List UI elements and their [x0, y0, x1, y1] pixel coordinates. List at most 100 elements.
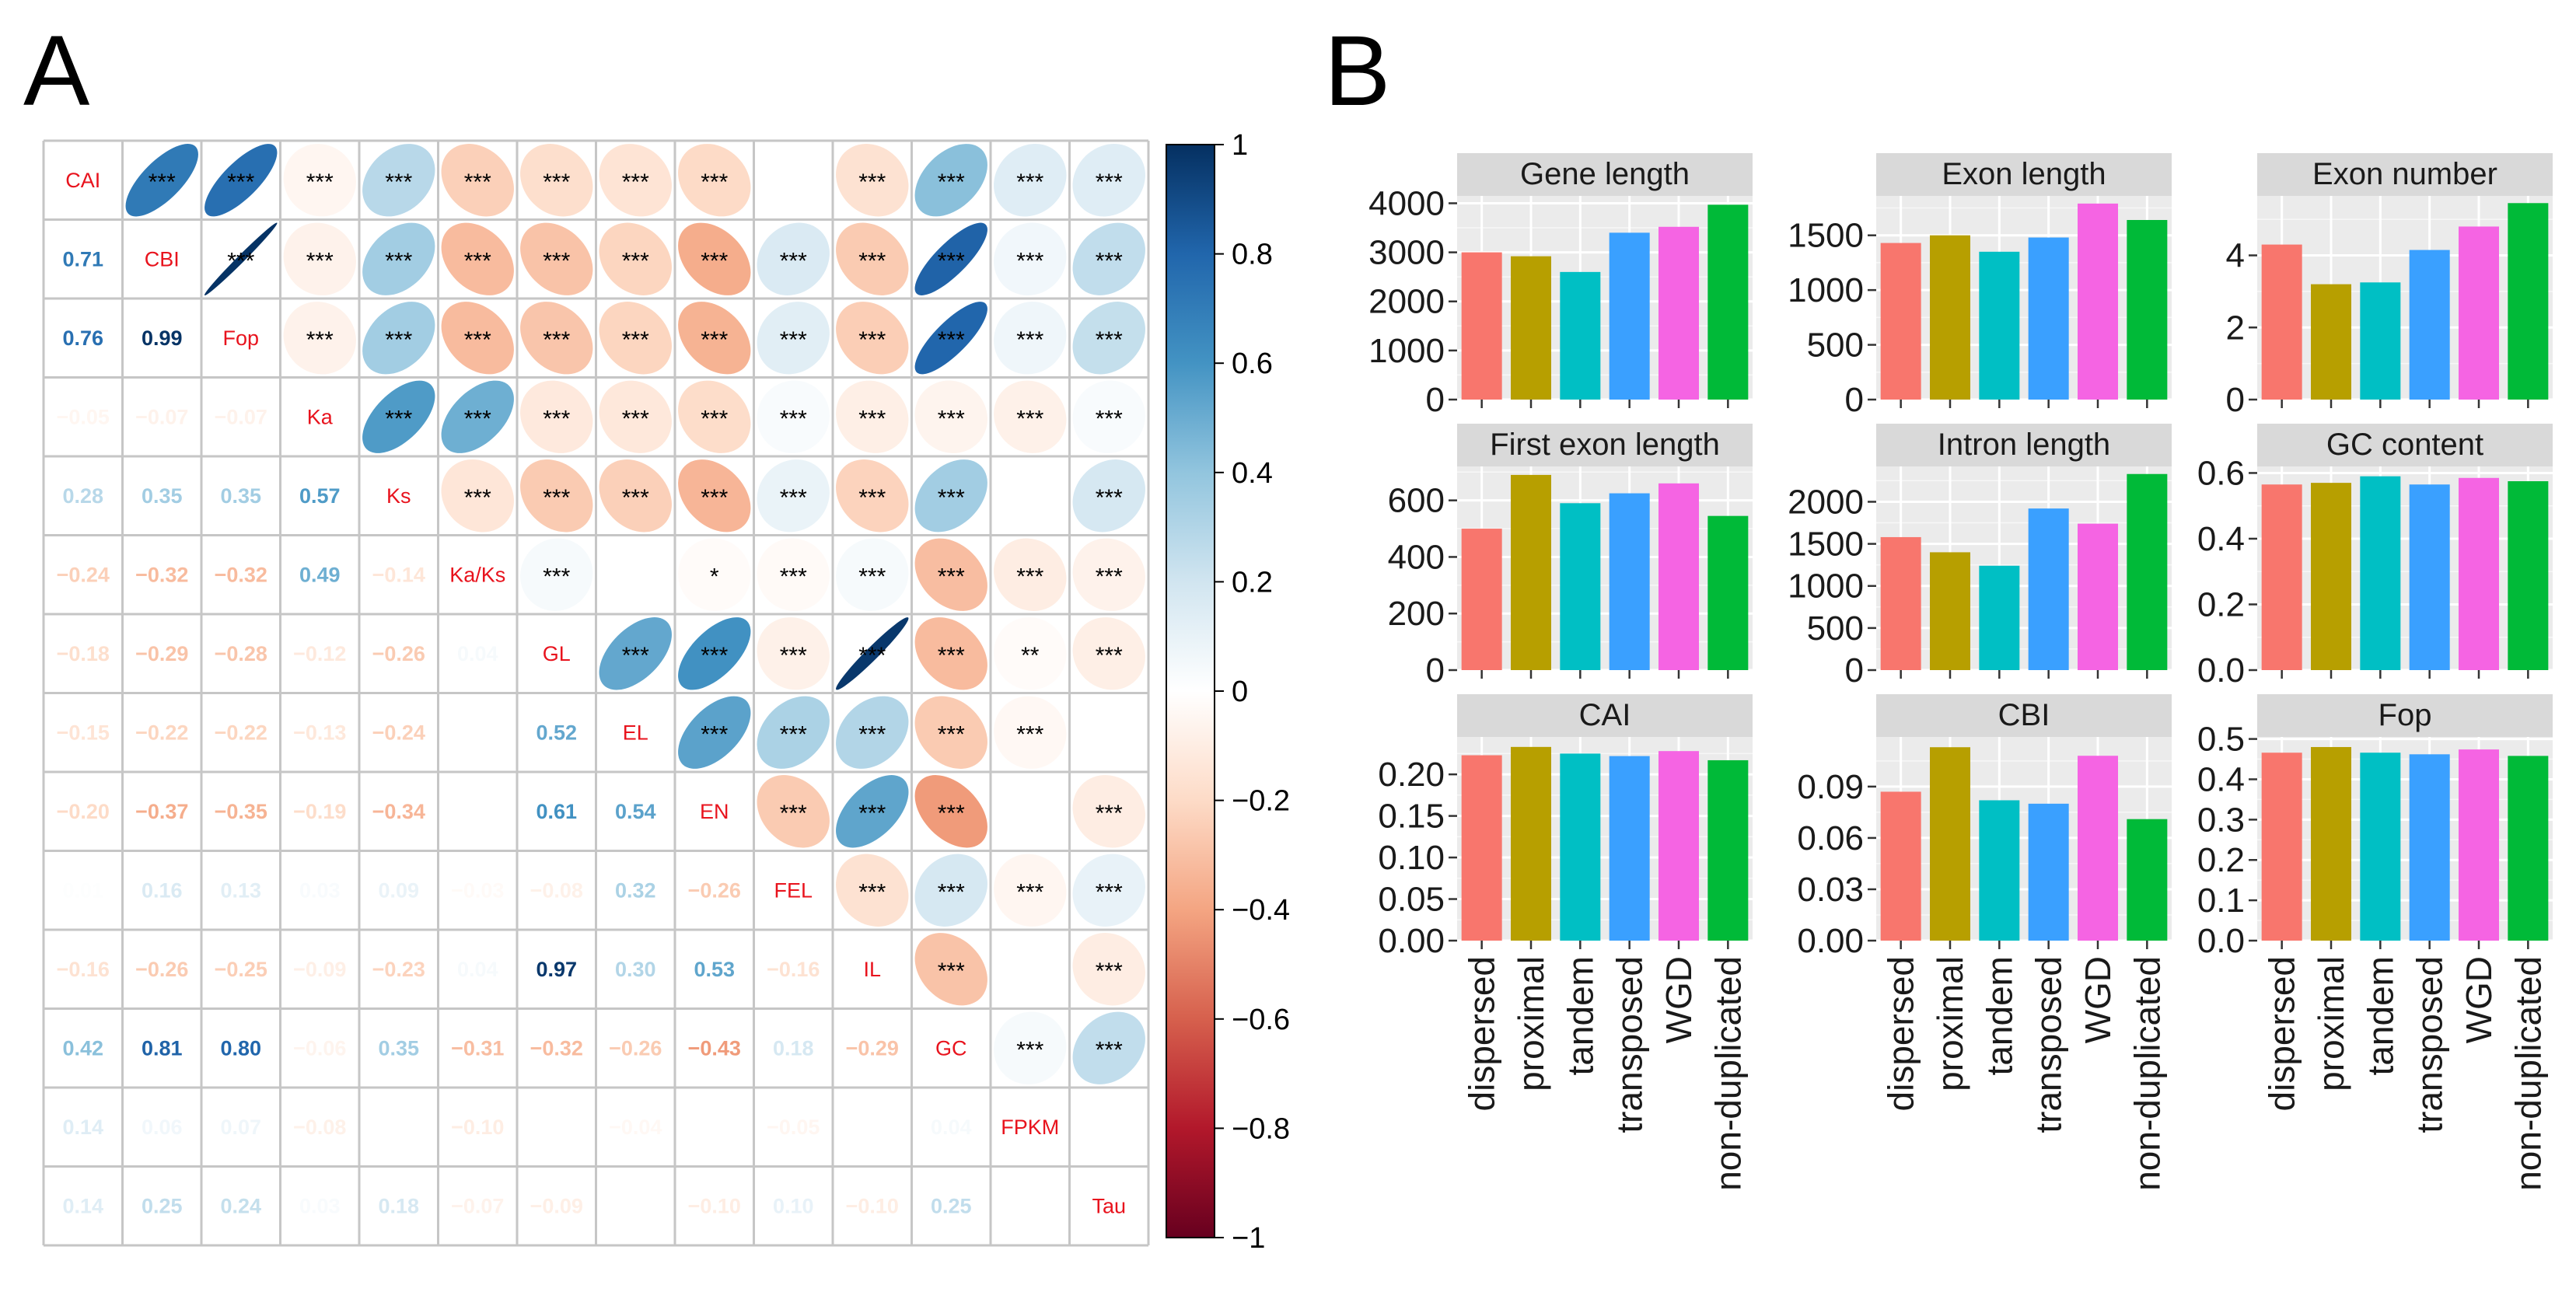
significance-stars: *** [938, 643, 965, 669]
diag-label: EL [623, 721, 648, 744]
corr-coefficient: 0.14 [62, 1194, 103, 1217]
y-tick-label: 0 [1426, 381, 1445, 419]
significance-stars: *** [149, 169, 176, 195]
significance-stars: *** [306, 248, 334, 274]
significance-stars: *** [1096, 1037, 1123, 1063]
corr-coefficient: −0.08 [530, 878, 583, 902]
y-tick-label: 0.03 [1797, 871, 1864, 909]
y-tick-label: 0.5 [2197, 721, 2245, 759]
corr-ellipse [914, 854, 987, 927]
corr-ellipse [441, 380, 514, 453]
corr-coefficient: 0.04 [931, 1116, 972, 1139]
significance-stars: *** [701, 327, 728, 353]
corr-ellipse [1072, 380, 1145, 453]
corr-ellipse [678, 459, 751, 533]
corr-ellipse [836, 617, 909, 690]
corr-ellipse [836, 302, 909, 375]
significance-stars: *** [1016, 248, 1043, 274]
y-tick-label: 0.6 [2197, 454, 2245, 492]
facet-strip [2257, 694, 2553, 737]
plot-panel [2257, 737, 2553, 941]
bar-WGD [2459, 477, 2499, 670]
corr-coefficient: 0.03 [299, 1194, 341, 1217]
y-tick-label: 1000 [1368, 332, 1445, 370]
significance-stars: *** [938, 169, 965, 195]
corr-ellipse [1072, 617, 1145, 690]
corr-coefficient: 0.35 [220, 484, 261, 508]
corr-coefficient: 0.76 [62, 326, 103, 350]
facet-title: Intron length [1938, 428, 2110, 462]
significance-stars: *** [701, 248, 728, 274]
corr-ellipse [599, 617, 672, 690]
corr-coefficient: 0.04 [457, 958, 498, 981]
significance-stars: *** [385, 169, 412, 195]
bar-dispersed [1461, 252, 1502, 400]
facet-strip [2257, 153, 2553, 196]
significance-stars: *** [227, 248, 254, 274]
corr-coefficient: 0.53 [694, 958, 735, 981]
bar-proximal [1930, 552, 1970, 670]
bar-transposed [2028, 803, 2069, 941]
bar-tandem [1979, 565, 2020, 670]
bar-non-duplicated [2127, 473, 2168, 670]
corr-coefficient: 0.18 [773, 1036, 814, 1060]
colorbar-tick-label: 1 [1232, 129, 1248, 162]
y-tick-label: 0 [2226, 381, 2245, 419]
y-tick-label: 600 [1388, 482, 1445, 520]
y-tick-label: 0 [1426, 651, 1445, 690]
corr-coefficient: 0.35 [142, 484, 183, 508]
significance-stars: *** [858, 564, 886, 589]
corr-coefficient: −0.09 [530, 1194, 583, 1217]
significance-stars: *** [780, 248, 807, 274]
significance-stars: *** [780, 564, 807, 589]
corr-coefficient: 0.16 [142, 878, 183, 902]
facet-title: CAI [1579, 698, 1631, 732]
corr-coefficient: −0.10 [846, 1194, 899, 1217]
corr-coefficient: 0.13 [220, 878, 261, 902]
corr-ellipse [1072, 775, 1145, 848]
corr-coefficient: −0.07 [451, 1194, 504, 1217]
y-tick-label: 2000 [1368, 283, 1445, 321]
significance-stars: *** [543, 327, 570, 353]
facet-strip [1876, 153, 2172, 196]
bar-dispersed [1880, 536, 1921, 670]
facet-title: GC content [2326, 428, 2483, 462]
colorbar-tick-label: −0.4 [1232, 894, 1290, 927]
bar-WGD [2459, 749, 2499, 941]
facet-strip [1457, 153, 1753, 196]
corr-coefficient: −0.03 [451, 878, 504, 902]
significance-stars: *** [1016, 169, 1043, 195]
plot-panel [1457, 196, 1753, 400]
significance-stars: *** [622, 169, 649, 195]
y-tick-label: 400 [1388, 538, 1445, 576]
corr-ellipse [994, 144, 1067, 217]
significance-stars: *** [1096, 801, 1123, 826]
corr-ellipse [994, 854, 1067, 927]
panel-label-a: A [23, 16, 90, 127]
corr-coefficient: −0.05 [57, 405, 110, 428]
bar-tandem [2360, 753, 2401, 941]
bar-transposed [2028, 237, 2069, 400]
y-tick-label: 1000 [1788, 567, 1864, 606]
y-tick-label: 2000 [1788, 483, 1864, 521]
corr-ellipse [914, 302, 987, 375]
significance-stars: *** [938, 327, 965, 353]
corr-ellipse [283, 302, 356, 375]
corr-ellipse [599, 380, 672, 453]
diag-label: Tau [1092, 1194, 1126, 1217]
bar-dispersed [2261, 244, 2302, 400]
corr-coefficient: 0.54 [615, 800, 656, 823]
significance-stars: *** [1016, 327, 1043, 353]
significance-stars: *** [306, 327, 334, 353]
bar-non-duplicated [2127, 219, 2168, 400]
diag-label: Ks [386, 484, 411, 508]
corr-coefficient: −0.32 [215, 563, 267, 586]
corr-coefficient: −0.26 [688, 878, 741, 902]
significance-stars: *** [1096, 248, 1123, 274]
corr-ellipse [994, 617, 1067, 690]
corr-ellipse [914, 538, 987, 611]
corr-ellipse [757, 380, 830, 453]
significance-stars: *** [858, 406, 886, 431]
corr-coefficient: −0.05 [767, 1116, 820, 1139]
corr-coefficient: 0.25 [931, 1194, 972, 1217]
